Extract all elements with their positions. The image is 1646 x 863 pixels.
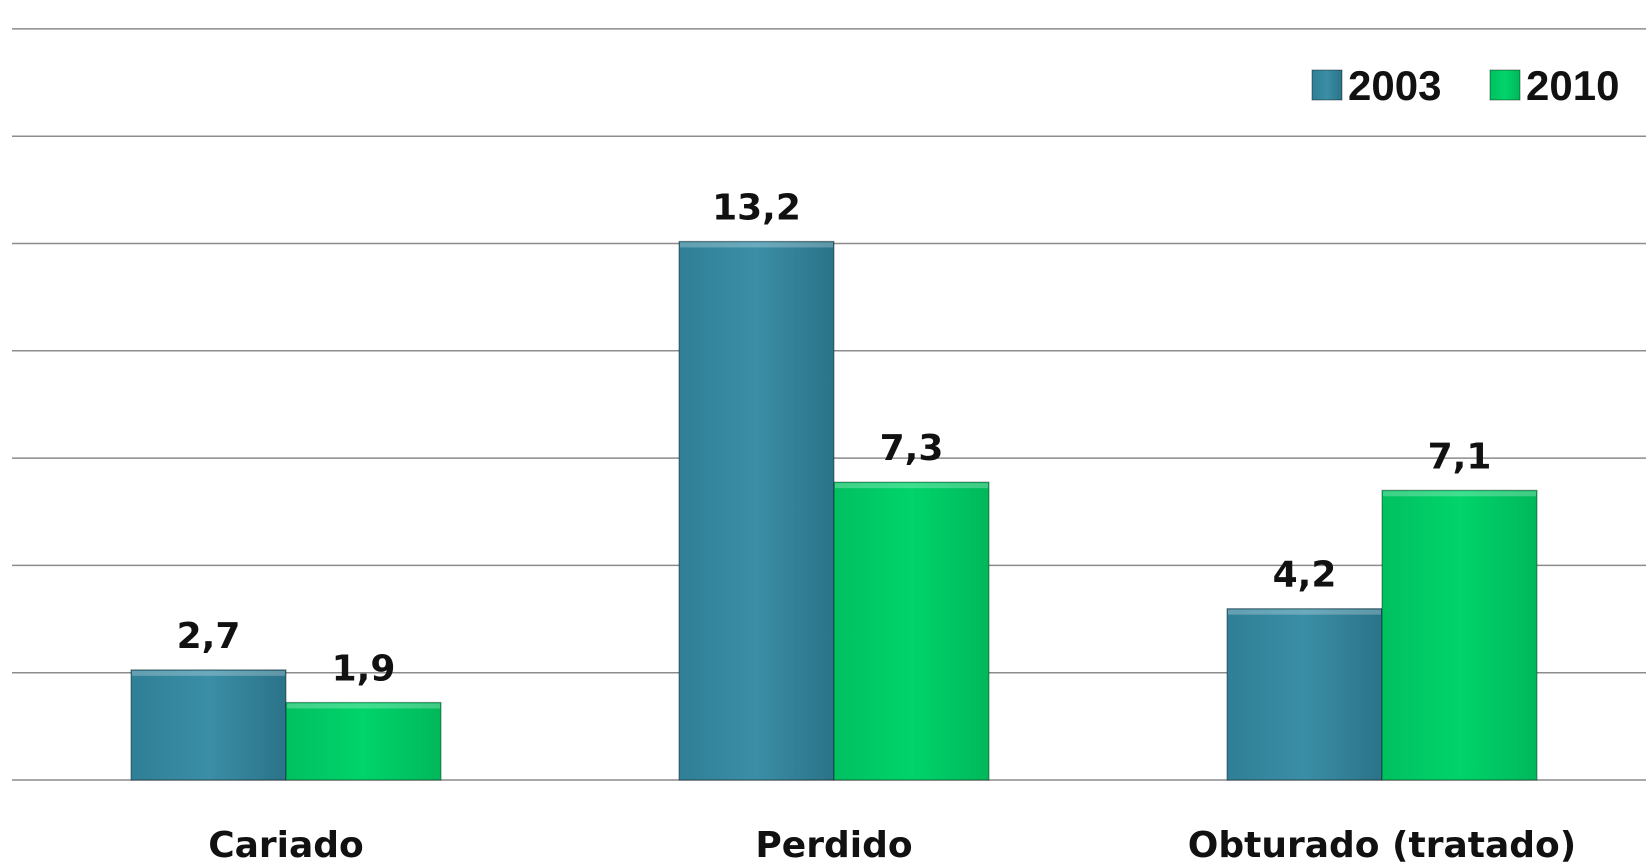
bar-bevel [835,483,988,489]
bar-obturado-tratado--2003 [1226,608,1383,781]
bar-perdido-2010 [833,481,990,781]
bar-bevel [132,670,285,676]
category-label: Cariado [208,825,364,863]
legend-swatch [1489,69,1521,101]
bars [130,240,1538,781]
bar-bevel [1228,609,1381,615]
data-label: 2,7 [177,616,241,657]
legend-label: 2003 [1348,62,1441,109]
bar-cariado-2010 [285,701,442,781]
bar-bevel [287,703,440,709]
legend-swatch [1311,69,1343,101]
data-label: 7,1 [1428,436,1492,477]
bar-bevel [1383,491,1536,497]
data-label: 7,3 [880,428,944,469]
data-label: 1,9 [332,648,396,689]
category-labels: Cariado Perdido Obturado (tratado) [208,825,1576,863]
category-label: Obturado (tratado) [1188,825,1576,863]
bar-bevel [680,242,833,248]
bar-cariado-2003 [130,669,287,781]
data-label: 4,2 [1273,555,1337,596]
legend: 2003 2010 [1311,62,1619,109]
bar-obturado-tratado--2010 [1381,489,1538,781]
data-labels: 2,7 1,9 13,2 7,3 4,2 7,1 [177,187,1492,689]
data-label: 13,2 [712,187,801,228]
category-label: Perdido [755,825,912,863]
bar-perdido-2003 [678,240,835,781]
legend-label: 2010 [1526,62,1619,109]
